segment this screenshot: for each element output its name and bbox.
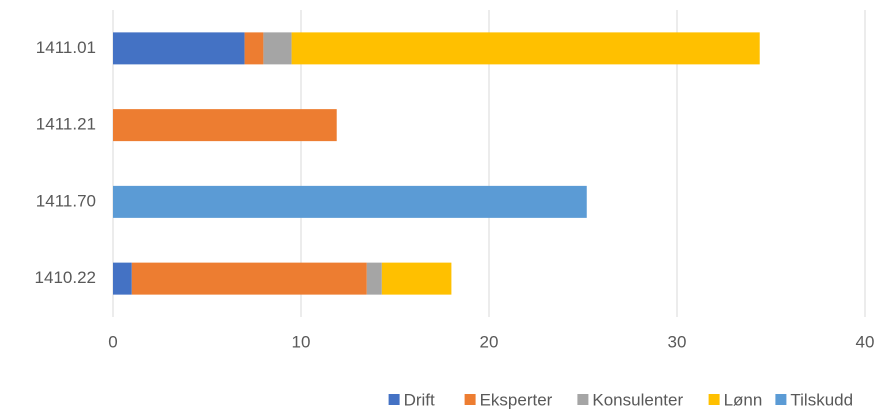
x-tick-label: 30: [668, 332, 687, 351]
x-tick-label: 20: [480, 332, 499, 351]
x-tick-label: 10: [292, 332, 311, 351]
legend-label: Drift: [404, 390, 435, 409]
legend-swatch: [388, 394, 400, 405]
legend-swatch: [775, 394, 787, 405]
bar-segment: [381, 262, 452, 295]
bar-segment: [113, 262, 132, 295]
y-tick-label: 1411.21: [36, 115, 96, 134]
x-tick-label: 0: [108, 332, 117, 351]
legend-swatch: [708, 394, 720, 405]
bar-segment: [263, 32, 292, 65]
y-tick-label: 1411.70: [36, 191, 96, 210]
bar-segment: [291, 32, 760, 65]
y-tick-label: 1411.01: [36, 38, 96, 57]
bar-segment: [113, 32, 245, 65]
bar-segment: [131, 262, 367, 295]
legend-label: Eksperter: [480, 390, 553, 409]
x-tick-label: 40: [856, 332, 875, 351]
legend-swatch: [577, 394, 589, 405]
legend-label: Lønn: [724, 390, 763, 409]
bar-segment: [113, 185, 587, 218]
legend-label: Tilskudd: [790, 390, 853, 409]
bar-segment: [113, 109, 337, 142]
bar-segment: [244, 32, 264, 65]
legend-swatch: [464, 394, 476, 405]
bar-segment: [366, 262, 382, 295]
y-tick-label: 1410.22: [35, 268, 96, 287]
legend-label: Konsulenter: [592, 390, 683, 409]
